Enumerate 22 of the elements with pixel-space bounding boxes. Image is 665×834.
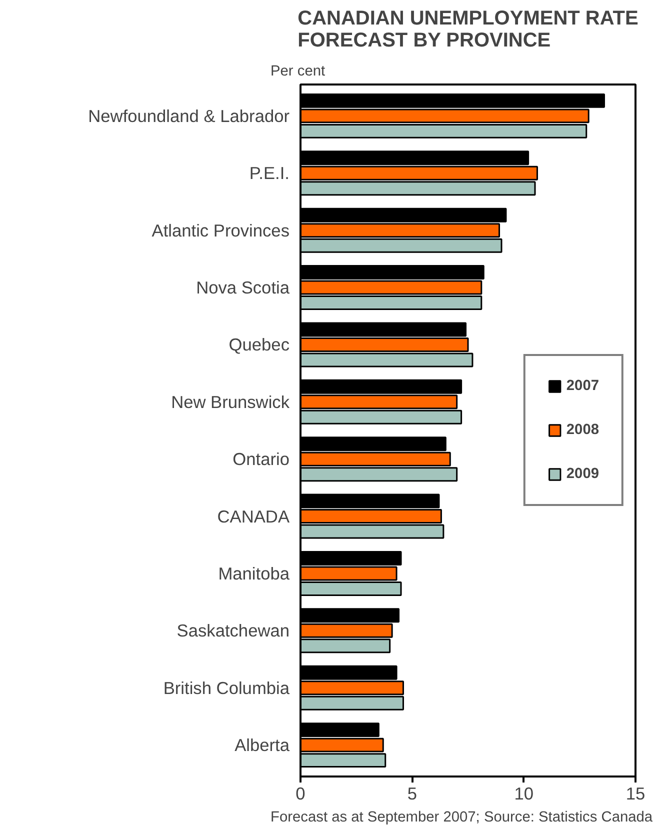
y-tick-label: Saskatchewan xyxy=(176,620,290,641)
legend-label: 2007 xyxy=(566,378,599,394)
y-tick-label: Manitoba xyxy=(218,563,290,584)
legend-label: 2009 xyxy=(566,466,599,482)
x-axis-title: Per cent xyxy=(270,64,326,80)
text: Forecast as at September 2007; Source: Statistics Canada xyxy=(270,810,654,826)
legend-label: 2008 xyxy=(566,422,599,438)
y-tick-label: Nova Scotia xyxy=(196,278,290,298)
x-tick-label: 10 xyxy=(514,784,534,804)
y-tick-label: New Brunswick xyxy=(171,392,290,412)
x-tick-label: 5 xyxy=(407,784,417,804)
y-tick-label: Newfoundland & Labrador xyxy=(88,106,290,126)
y-tick-label: Atlantic Provinces xyxy=(152,220,290,240)
y-tick-label: CANADA xyxy=(217,506,290,526)
y-tick-label: British Columbia xyxy=(163,678,290,698)
x-tick-label: 0 xyxy=(296,784,306,804)
y-tick-label: Quebec xyxy=(228,334,290,355)
x-tick-label: 15 xyxy=(626,784,646,804)
y-tick-label: P.E.I. xyxy=(249,163,290,184)
y-tick-label: Ontario xyxy=(232,449,290,470)
y-tick-label: Alberta xyxy=(234,735,290,756)
chart-title: CANADIAN UNEMPLOYMENT RATE FORECAST BY PROVINCE xyxy=(298,8,638,52)
